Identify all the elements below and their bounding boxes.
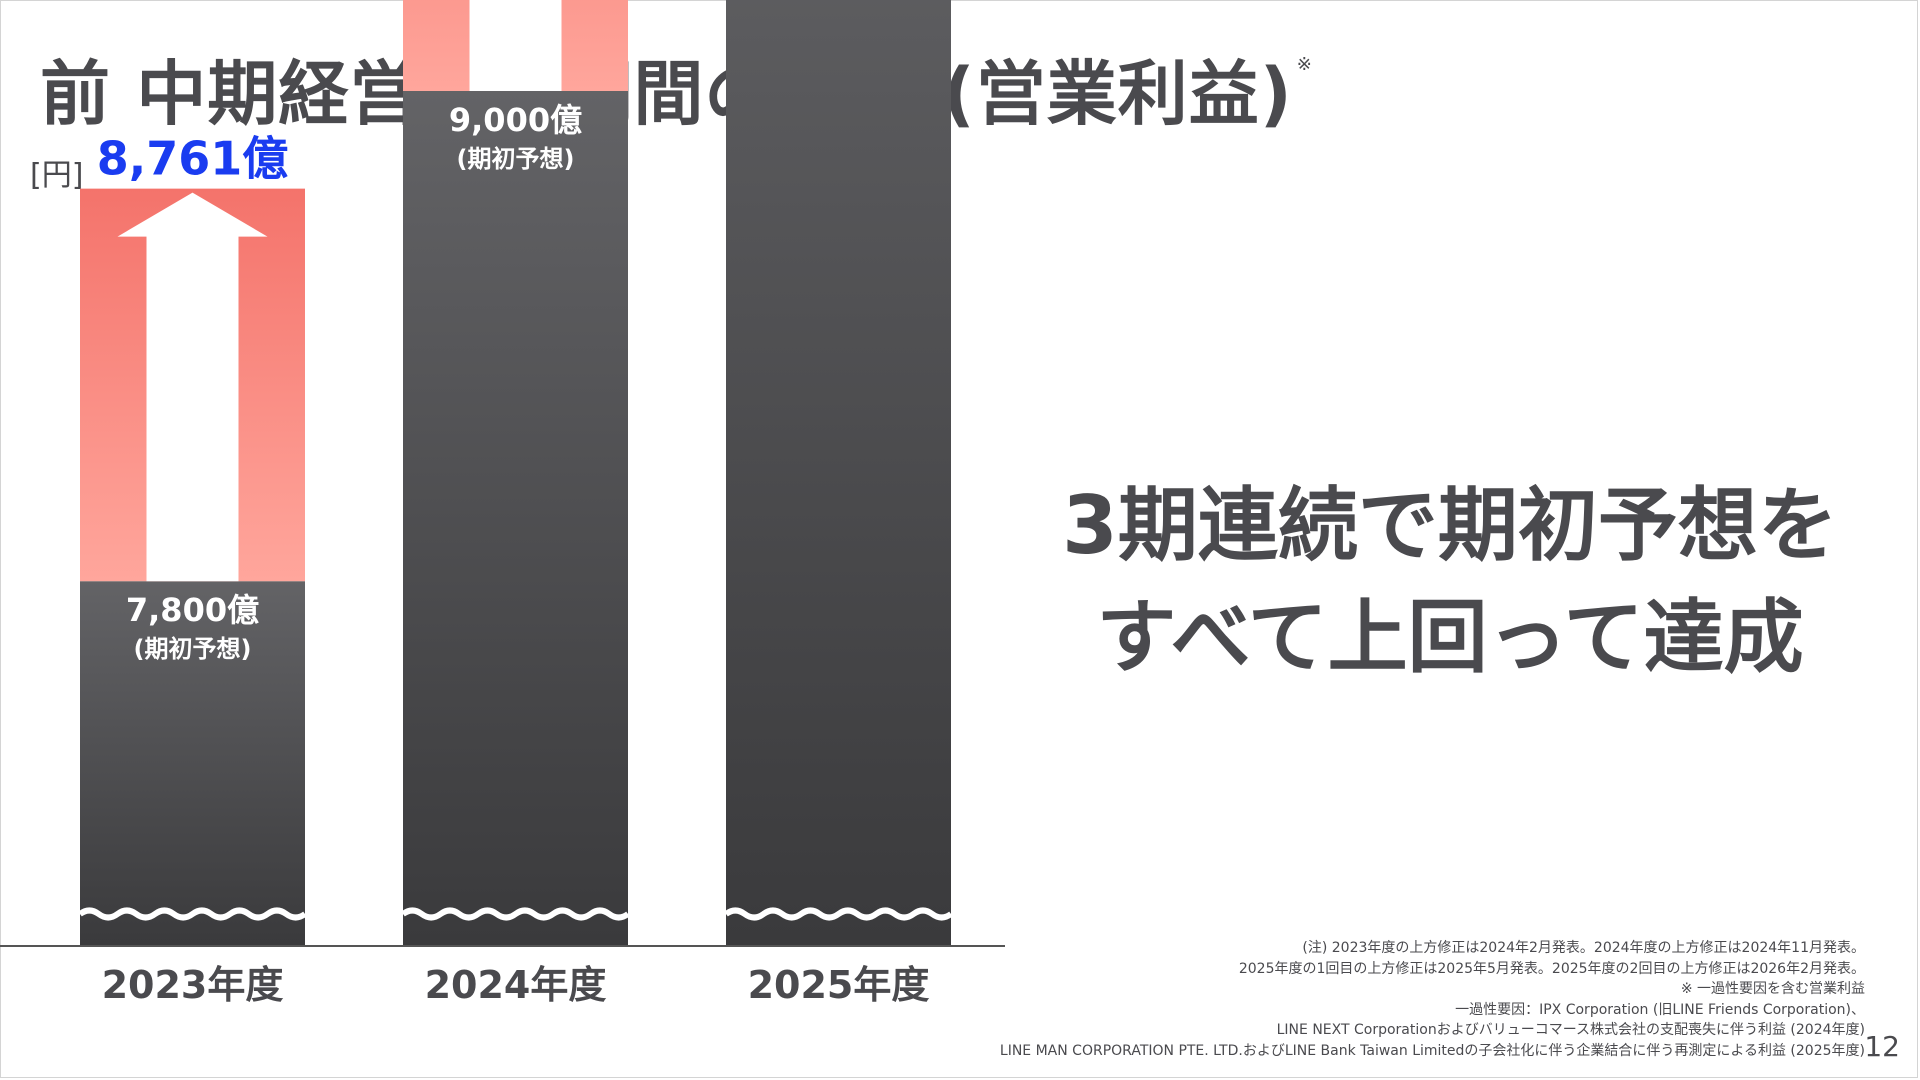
page-number: 12 (1864, 1030, 1900, 1063)
footnote-line: 一過性要因：IPX Corporation (旧LINE Friends Cor… (1455, 1001, 1865, 1018)
base-sublabel: (期初予想) (457, 145, 575, 173)
chart-marks: 8,761億7,800億(期初予想)2023年度9,890億9,000億(期初予… (0, 0, 1005, 1007)
increase-arrow-icon (117, 192, 268, 582)
footnote-line: LINE NEXT Corporationおよびバリューコマース株式会社の支配喪… (1276, 1022, 1865, 1038)
unit-label: [円] (30, 158, 84, 193)
base-sublabel: (期初予想) (134, 635, 252, 663)
increase-arrow-icon (469, 0, 562, 91)
operating-profit-chart: 8,761億7,800億(期初予想)2023年度9,890億9,000億(期初予… (0, 0, 1005, 1007)
footnotes: (注) 2023年度の上方修正は2024年2月発表。2024年度の上方修正は20… (1000, 938, 1865, 1061)
actual-value-label: 8,761億 (97, 132, 289, 186)
slide-title-text: 前 中期経営計画期間の業績 (営業利益) (40, 53, 1293, 135)
footnote-line: 2025年度の1回目の上方修正は2025年5月発表。2025年度の2回目の上方修… (1238, 960, 1865, 977)
footnote-line: (注) 2023年度の上方修正は2024年2月発表。2024年度の上方修正は20… (1302, 940, 1865, 956)
footnote-line: ※ 一過性要因を含む営業利益 (1680, 981, 1865, 997)
axis-break-wave-icon (78, 907, 307, 921)
key-message-line-1: 3期連続で期初予想を (1062, 479, 1838, 572)
base-value-label: 9,000億 (449, 101, 582, 139)
title-footnote-mark: ※ (1296, 54, 1313, 75)
key-message-line-2: すべて上回って達成 (1096, 591, 1804, 684)
axis-break-wave-icon (724, 907, 953, 921)
bar-base-2024年度 (403, 91, 628, 946)
axis-break-wave-icon (401, 907, 630, 921)
category-label: 2025年度 (748, 963, 930, 1007)
base-value-label: 7,800億 (126, 591, 259, 629)
category-label: 2023年度 (102, 963, 284, 1007)
slide-title: 前 中期経営計画期間の業績 (営業利益) ※ (40, 38, 1313, 139)
bar-base-2025年度 (726, 0, 951, 946)
bar-base-2023年度 (80, 581, 305, 946)
category-label: 2024年度 (425, 963, 607, 1007)
footnote-line: LINE MAN CORPORATION PTE. LTD.およびLINE Ba… (999, 1042, 1865, 1059)
key-message: 3期連続で期初予想を すべて上回って達成 (1040, 470, 1860, 694)
